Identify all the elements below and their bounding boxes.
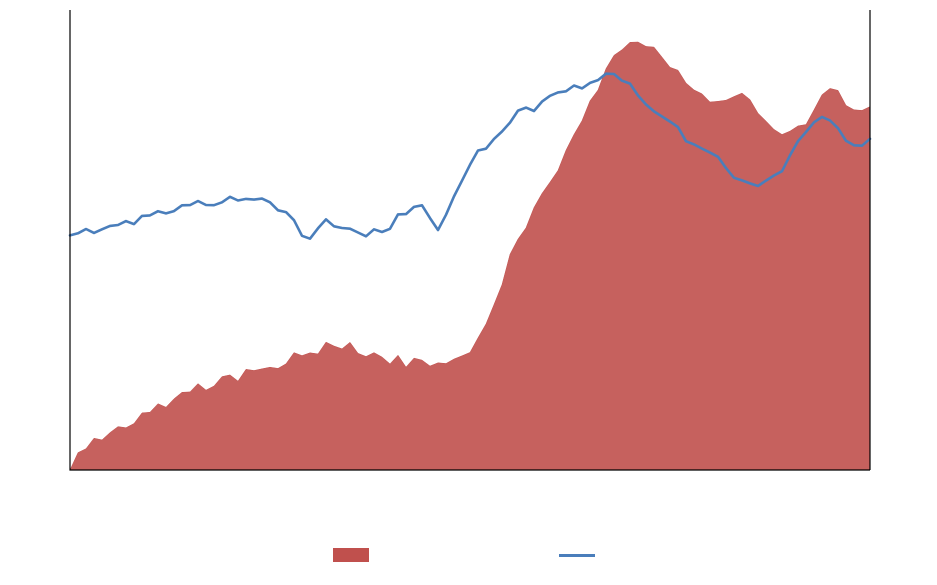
combo-chart	[0, 0, 937, 585]
legend	[0, 548, 937, 562]
legend-swatch-line	[559, 554, 595, 557]
legend-item	[559, 548, 605, 562]
chart-container	[0, 0, 937, 585]
legend-item	[333, 548, 379, 562]
area-series	[70, 42, 870, 470]
legend-swatch-area	[333, 548, 369, 562]
